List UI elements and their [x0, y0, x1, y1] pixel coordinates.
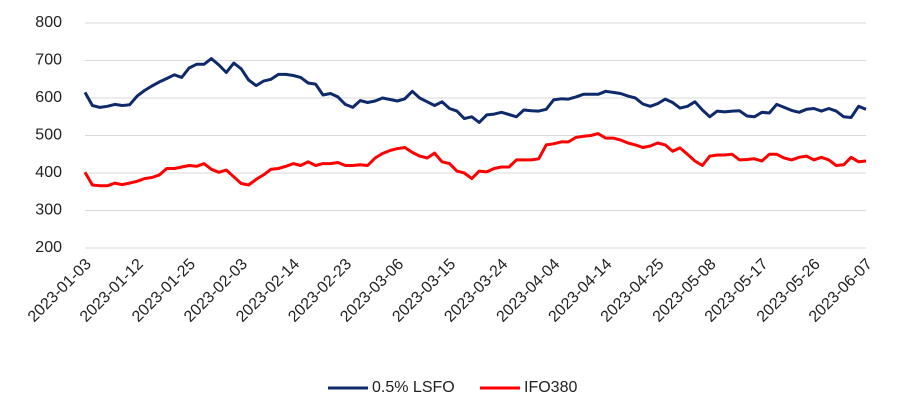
line-series: [83, 132, 867, 188]
y-tick-label: 600: [35, 89, 62, 106]
legend-label: 0.5% LSFO: [372, 379, 455, 396]
y-tick-label: 200: [35, 239, 62, 256]
line-series: [83, 57, 867, 124]
y-tick-label: 800: [35, 14, 62, 31]
y-tick-label: 400: [35, 164, 62, 181]
y-tick-label: 500: [35, 127, 62, 144]
y-tick-label: 300: [35, 202, 62, 219]
y-tick-label: 700: [35, 52, 62, 69]
legend-label: IFO380: [524, 379, 577, 396]
